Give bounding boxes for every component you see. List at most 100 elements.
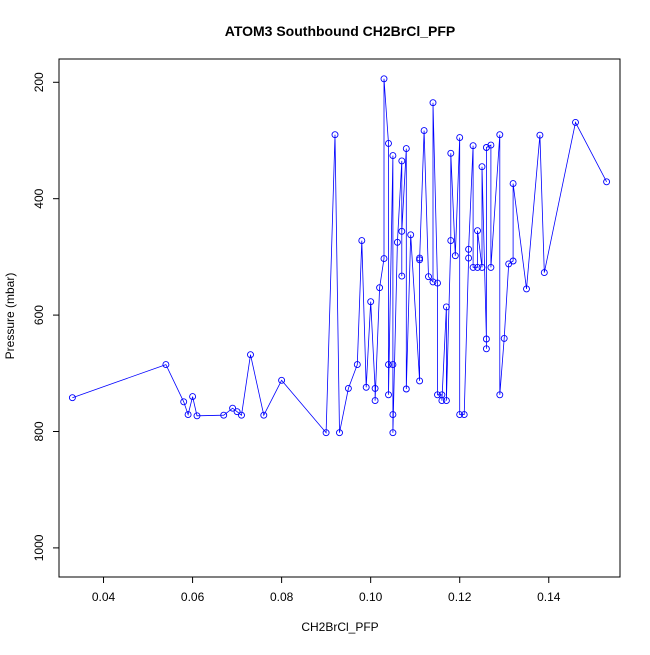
data-point bbox=[460, 411, 468, 419]
series-points bbox=[68, 75, 611, 437]
data-point bbox=[398, 227, 406, 235]
data-point bbox=[344, 384, 352, 392]
data-point bbox=[442, 303, 450, 311]
data-point bbox=[68, 394, 76, 402]
data-point bbox=[398, 272, 406, 280]
data-point bbox=[278, 376, 286, 384]
data-point bbox=[238, 411, 245, 419]
data-point bbox=[371, 397, 379, 405]
data-point bbox=[469, 142, 477, 150]
data-point bbox=[603, 178, 611, 186]
data-point bbox=[371, 384, 379, 392]
data-point bbox=[451, 252, 459, 260]
data-point bbox=[478, 163, 486, 171]
data-point bbox=[416, 377, 424, 385]
data-point bbox=[362, 383, 370, 391]
data-point bbox=[429, 99, 437, 107]
series-line bbox=[72, 78, 607, 434]
data-point bbox=[189, 393, 197, 401]
data-point bbox=[376, 284, 384, 292]
data-point bbox=[509, 257, 517, 265]
data-point bbox=[456, 411, 464, 419]
data-point bbox=[389, 361, 397, 369]
y-tick-label: 1000 bbox=[32, 534, 46, 561]
x-axis: 0.04 0.06 0.08 0.10 0.12 0.14 bbox=[92, 577, 561, 604]
data-point bbox=[572, 118, 579, 126]
y-tick-label: 400 bbox=[32, 188, 46, 208]
x-tick-label: 0.12 bbox=[448, 590, 472, 604]
data-point bbox=[456, 134, 464, 142]
data-point bbox=[393, 238, 401, 246]
data-point bbox=[180, 398, 188, 406]
plot-frame bbox=[58, 58, 621, 578]
y-tick-label: 600 bbox=[32, 305, 46, 325]
data-point bbox=[474, 263, 481, 271]
data-point bbox=[233, 408, 241, 416]
x-tick-label: 0.06 bbox=[181, 590, 205, 604]
data-point bbox=[434, 279, 441, 287]
y-tick-label: 200 bbox=[32, 72, 46, 92]
data-point bbox=[229, 404, 237, 412]
data-point bbox=[220, 411, 228, 419]
x-tick-label: 0.14 bbox=[537, 590, 561, 604]
data-point bbox=[398, 157, 406, 165]
series-lines bbox=[72, 78, 607, 434]
data-point bbox=[523, 285, 530, 293]
data-point bbox=[385, 391, 392, 399]
data-point bbox=[353, 361, 361, 369]
x-tick-label: 0.04 bbox=[92, 590, 116, 604]
data-point bbox=[184, 411, 192, 419]
y-axis-label: Pressure (mbar) bbox=[3, 273, 17, 360]
data-point bbox=[509, 180, 517, 188]
data-point bbox=[389, 429, 397, 437]
data-point bbox=[487, 141, 495, 149]
data-point bbox=[496, 391, 504, 399]
data-point bbox=[465, 245, 473, 253]
data-point bbox=[469, 263, 477, 271]
data-point bbox=[389, 411, 397, 419]
chart-title: ATOM3 Southbound CH2BrCl_PFP bbox=[225, 23, 455, 39]
data-point bbox=[416, 256, 424, 264]
data-point bbox=[500, 334, 508, 342]
data-point bbox=[367, 298, 375, 306]
x-tick-label: 0.08 bbox=[270, 590, 294, 604]
data-point bbox=[434, 391, 441, 399]
data-point bbox=[478, 263, 486, 271]
data-point bbox=[402, 145, 410, 153]
data-point bbox=[536, 131, 544, 139]
data-point bbox=[447, 149, 455, 157]
data-point bbox=[260, 411, 268, 419]
data-point bbox=[447, 237, 455, 245]
data-point bbox=[420, 127, 428, 135]
data-point bbox=[482, 345, 490, 353]
data-point bbox=[247, 351, 254, 359]
data-point bbox=[474, 227, 481, 235]
data-point bbox=[162, 361, 170, 369]
data-point bbox=[322, 429, 330, 437]
data-point bbox=[465, 254, 473, 262]
x-tick-label: 0.10 bbox=[359, 590, 383, 604]
data-point bbox=[482, 335, 490, 343]
y-tick-label: 800 bbox=[32, 421, 46, 441]
data-point bbox=[389, 152, 397, 160]
x-axis-label: CH2BrCl_PFP bbox=[301, 620, 378, 634]
plot-border bbox=[58, 58, 621, 578]
data-point bbox=[336, 429, 343, 437]
data-point bbox=[380, 75, 388, 83]
data-point bbox=[425, 273, 432, 281]
data-point bbox=[438, 397, 446, 405]
data-point bbox=[429, 278, 437, 286]
data-point bbox=[487, 263, 495, 271]
data-point bbox=[385, 139, 392, 147]
data-point bbox=[402, 385, 410, 393]
data-point bbox=[442, 397, 450, 405]
data-point bbox=[331, 131, 339, 139]
data-point bbox=[540, 269, 548, 277]
y-axis: 200 400 600 800 1000 bbox=[32, 72, 59, 561]
data-point bbox=[380, 255, 388, 263]
data-point bbox=[358, 237, 366, 245]
data-point bbox=[496, 131, 504, 139]
